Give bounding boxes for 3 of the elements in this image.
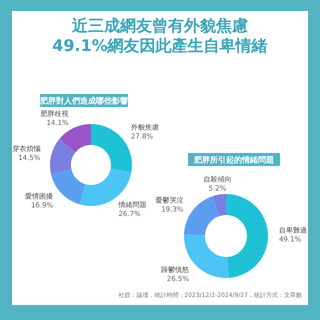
chart-title: 肥胖所引起的情緒問題 — [193, 156, 274, 164]
chart-title: 近三成網友曾有外貌焦慮 49.1%網友因此產生自卑情緒 — [52, 16, 268, 55]
chart-subtitle: 肥胖對人們造成哪些影響 — [39, 96, 128, 106]
